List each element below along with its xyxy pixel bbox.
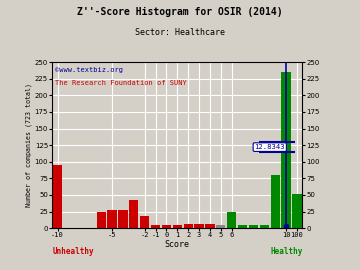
Bar	[184, 224, 193, 228]
Bar	[282, 72, 291, 228]
Bar	[260, 225, 269, 228]
Bar	[249, 225, 258, 228]
Text: Healthy: Healthy	[270, 247, 302, 256]
Text: The Research Foundation of SUNY: The Research Foundation of SUNY	[55, 80, 186, 86]
Bar	[140, 216, 149, 228]
Text: Z''-Score Histogram for OSIR (2014): Z''-Score Histogram for OSIR (2014)	[77, 7, 283, 17]
Bar	[118, 210, 127, 228]
Bar	[53, 165, 62, 228]
Bar	[151, 225, 160, 228]
Y-axis label: Number of companies (723 total): Number of companies (723 total)	[25, 83, 32, 207]
Text: Unhealthy: Unhealthy	[52, 247, 94, 256]
Bar	[194, 224, 204, 228]
Bar	[216, 225, 225, 228]
Bar	[271, 175, 280, 228]
Bar	[173, 225, 182, 228]
Bar	[227, 212, 236, 228]
X-axis label: Score: Score	[165, 240, 190, 249]
Bar	[162, 225, 171, 228]
Bar	[129, 200, 138, 228]
Bar	[96, 212, 106, 228]
Text: ©www.textbiz.org: ©www.textbiz.org	[55, 67, 123, 73]
Text: 12.8343: 12.8343	[255, 144, 285, 150]
Bar	[292, 194, 302, 228]
Bar	[205, 224, 215, 228]
Text: Sector: Healthcare: Sector: Healthcare	[135, 28, 225, 37]
Bar	[107, 210, 117, 228]
Bar	[238, 225, 247, 228]
